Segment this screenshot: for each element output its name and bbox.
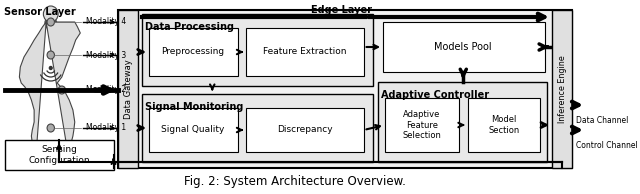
Text: Modality 4: Modality 4 — [86, 17, 126, 27]
Text: Data Processing: Data Processing — [145, 22, 234, 32]
Text: Feature Extraction: Feature Extraction — [263, 48, 346, 56]
Bar — [552, 10, 572, 168]
Text: Models Pool: Models Pool — [435, 42, 492, 52]
Text: Adaptive Controller: Adaptive Controller — [381, 90, 489, 100]
Text: Signal Quality: Signal Quality — [161, 126, 225, 134]
Bar — [142, 94, 373, 162]
Text: Preprocessing: Preprocessing — [161, 48, 225, 56]
Text: Sensor Layer: Sensor Layer — [4, 7, 76, 17]
Text: Modality 2: Modality 2 — [86, 86, 126, 94]
Bar — [4, 140, 113, 170]
Bar — [383, 22, 545, 72]
Bar — [385, 98, 459, 152]
Circle shape — [49, 67, 52, 69]
Text: Modality 3: Modality 3 — [86, 50, 126, 60]
Circle shape — [44, 16, 57, 30]
Text: Control Channel: Control Channel — [576, 141, 637, 150]
Text: Data Gateway: Data Gateway — [124, 59, 132, 119]
Circle shape — [44, 6, 58, 22]
Text: Sensing
Configuration: Sensing Configuration — [28, 145, 90, 165]
Circle shape — [47, 51, 54, 59]
Text: Inference Engine: Inference Engine — [557, 55, 566, 123]
Bar — [468, 98, 540, 152]
Circle shape — [47, 124, 54, 132]
Bar — [148, 28, 238, 76]
Bar — [118, 10, 572, 168]
Text: Modality 1: Modality 1 — [86, 124, 126, 133]
Text: Fig. 2: System Architecture Overview.: Fig. 2: System Architecture Overview. — [184, 174, 406, 187]
Bar — [246, 28, 364, 76]
Bar — [246, 108, 364, 152]
Circle shape — [58, 86, 65, 94]
Text: Model
Section: Model Section — [488, 115, 520, 135]
Bar — [142, 14, 373, 86]
Text: Discrepancy: Discrepancy — [276, 126, 332, 134]
Bar — [378, 82, 547, 162]
Text: Adaptive
Feature
Selection: Adaptive Feature Selection — [403, 110, 441, 140]
Text: Data Channel: Data Channel — [576, 116, 628, 125]
Bar — [148, 108, 238, 152]
Bar — [118, 10, 138, 168]
Text: Edge Layer: Edge Layer — [311, 5, 372, 15]
Text: Signal Monitoring: Signal Monitoring — [145, 102, 243, 112]
Circle shape — [47, 18, 54, 26]
PathPatch shape — [19, 22, 80, 155]
